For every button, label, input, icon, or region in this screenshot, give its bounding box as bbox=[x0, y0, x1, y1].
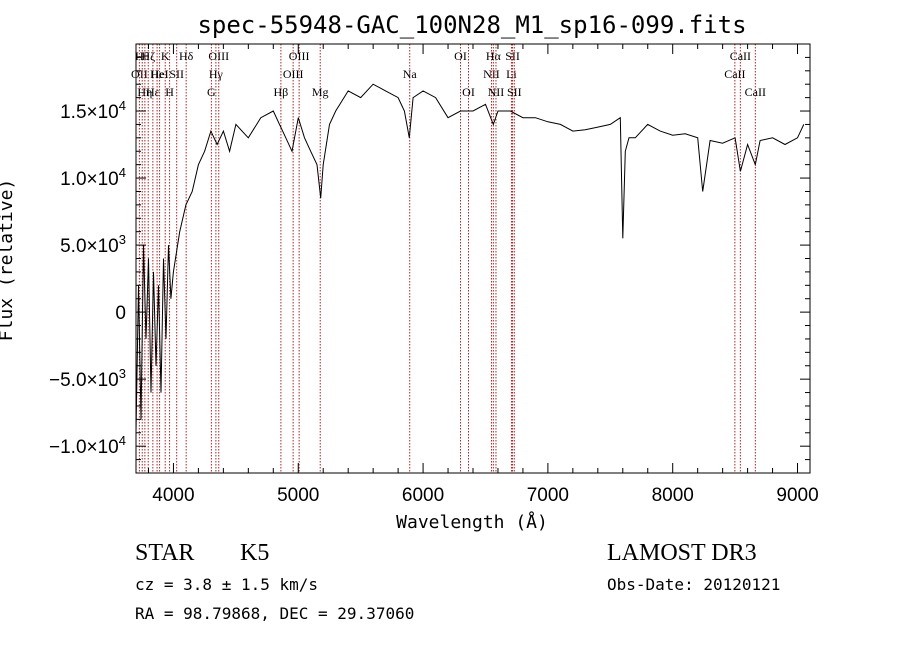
line-label: HeI bbox=[151, 67, 169, 81]
chart-title: spec-55948-GAC_100N28_M1_sp16-099.fits bbox=[197, 11, 746, 39]
object-class: STAR bbox=[135, 540, 194, 566]
line-label: OIII bbox=[289, 49, 310, 63]
line-label: He bbox=[150, 67, 164, 81]
obs-date: Obs-Date: 20120121 bbox=[607, 575, 780, 594]
x-tick-label: 7000 bbox=[527, 485, 569, 506]
line-label: Hδ bbox=[179, 49, 194, 63]
x-tick-label: 5000 bbox=[277, 485, 319, 506]
line-label: OII bbox=[131, 67, 148, 81]
line-label: OIII bbox=[208, 49, 229, 63]
y-tick-mantissa: 0 bbox=[115, 303, 126, 324]
line-label: SII bbox=[507, 85, 522, 99]
y-tick-label: 0 bbox=[115, 303, 126, 324]
y-tick-label: 5.0×103 bbox=[60, 232, 126, 257]
line-label: Hβ bbox=[274, 85, 289, 99]
line-label: H bbox=[165, 85, 174, 99]
y-tick-exponent: 3 bbox=[119, 366, 126, 381]
line-label: Mg bbox=[312, 85, 329, 99]
y-tick-exponent: 3 bbox=[119, 232, 126, 247]
line-label: OIII bbox=[283, 67, 304, 81]
line-label: CaII bbox=[745, 85, 766, 99]
line-label: SII bbox=[169, 67, 184, 81]
spectrum-line bbox=[135, 83, 805, 433]
y-tick-mantissa: −1.0×10 bbox=[49, 437, 119, 458]
plot-frame bbox=[135, 43, 811, 474]
y-tick-label: −1.0×104 bbox=[49, 433, 126, 458]
coordinates-text: RA = 98.79868, DEC = 29.37060 bbox=[135, 604, 414, 623]
x-axis: 4000 5000 6000 7000 8000 9000 bbox=[147, 44, 819, 506]
line-label: G bbox=[207, 85, 216, 99]
line-label: OI bbox=[454, 49, 467, 63]
line-label: K bbox=[161, 49, 170, 63]
object-subclass: K5 bbox=[240, 540, 269, 566]
x-tick-label: 9000 bbox=[776, 485, 818, 506]
line-label: CaII bbox=[730, 49, 751, 63]
redshift-text: cz = 3.8 ± 1.5 km/s bbox=[135, 575, 318, 594]
line-label: CaII bbox=[724, 67, 745, 81]
y-tick-label: 1.0×104 bbox=[60, 165, 126, 190]
x-tick-label: 6000 bbox=[402, 485, 444, 506]
line-label: OI bbox=[462, 85, 475, 99]
y-tick-mantissa: 1.0×10 bbox=[60, 169, 119, 190]
line-label: Li bbox=[506, 67, 517, 81]
y-tick-exponent: 4 bbox=[119, 98, 126, 113]
line-label: SII bbox=[505, 49, 520, 63]
y-tick-mantissa: −5.0×10 bbox=[49, 370, 119, 391]
y-tick-exponent: 4 bbox=[119, 433, 126, 448]
x-axis-label: Wavelength (Å) bbox=[396, 511, 548, 533]
line-markers: OIIHθHηHζHεHeHeIKHSIIHδGHγOIIIHβOIIIOIII… bbox=[131, 44, 766, 473]
survey-name: LAMOST DR3 bbox=[607, 540, 757, 566]
y-tick-mantissa: 5.0×10 bbox=[60, 236, 119, 257]
y-tick-exponent: 4 bbox=[119, 165, 126, 180]
line-label: Hγ bbox=[209, 67, 224, 81]
line-label: NII bbox=[483, 67, 500, 81]
y-axis-label: Flux (relative) bbox=[0, 179, 17, 342]
line-label: NII bbox=[488, 85, 505, 99]
x-tick-label: 4000 bbox=[152, 485, 194, 506]
y-tick-mantissa: 1.5×10 bbox=[60, 102, 119, 123]
line-label: Hθ bbox=[135, 49, 150, 63]
y-tick-label: 1.5×104 bbox=[60, 98, 126, 123]
line-label: Hζ bbox=[141, 49, 155, 63]
line-label: Hα bbox=[486, 49, 502, 63]
x-tick-label: 8000 bbox=[652, 485, 694, 506]
y-tick-label: −5.0×103 bbox=[49, 366, 126, 391]
line-label: Hε bbox=[146, 85, 160, 99]
line-label: Na bbox=[403, 67, 418, 81]
